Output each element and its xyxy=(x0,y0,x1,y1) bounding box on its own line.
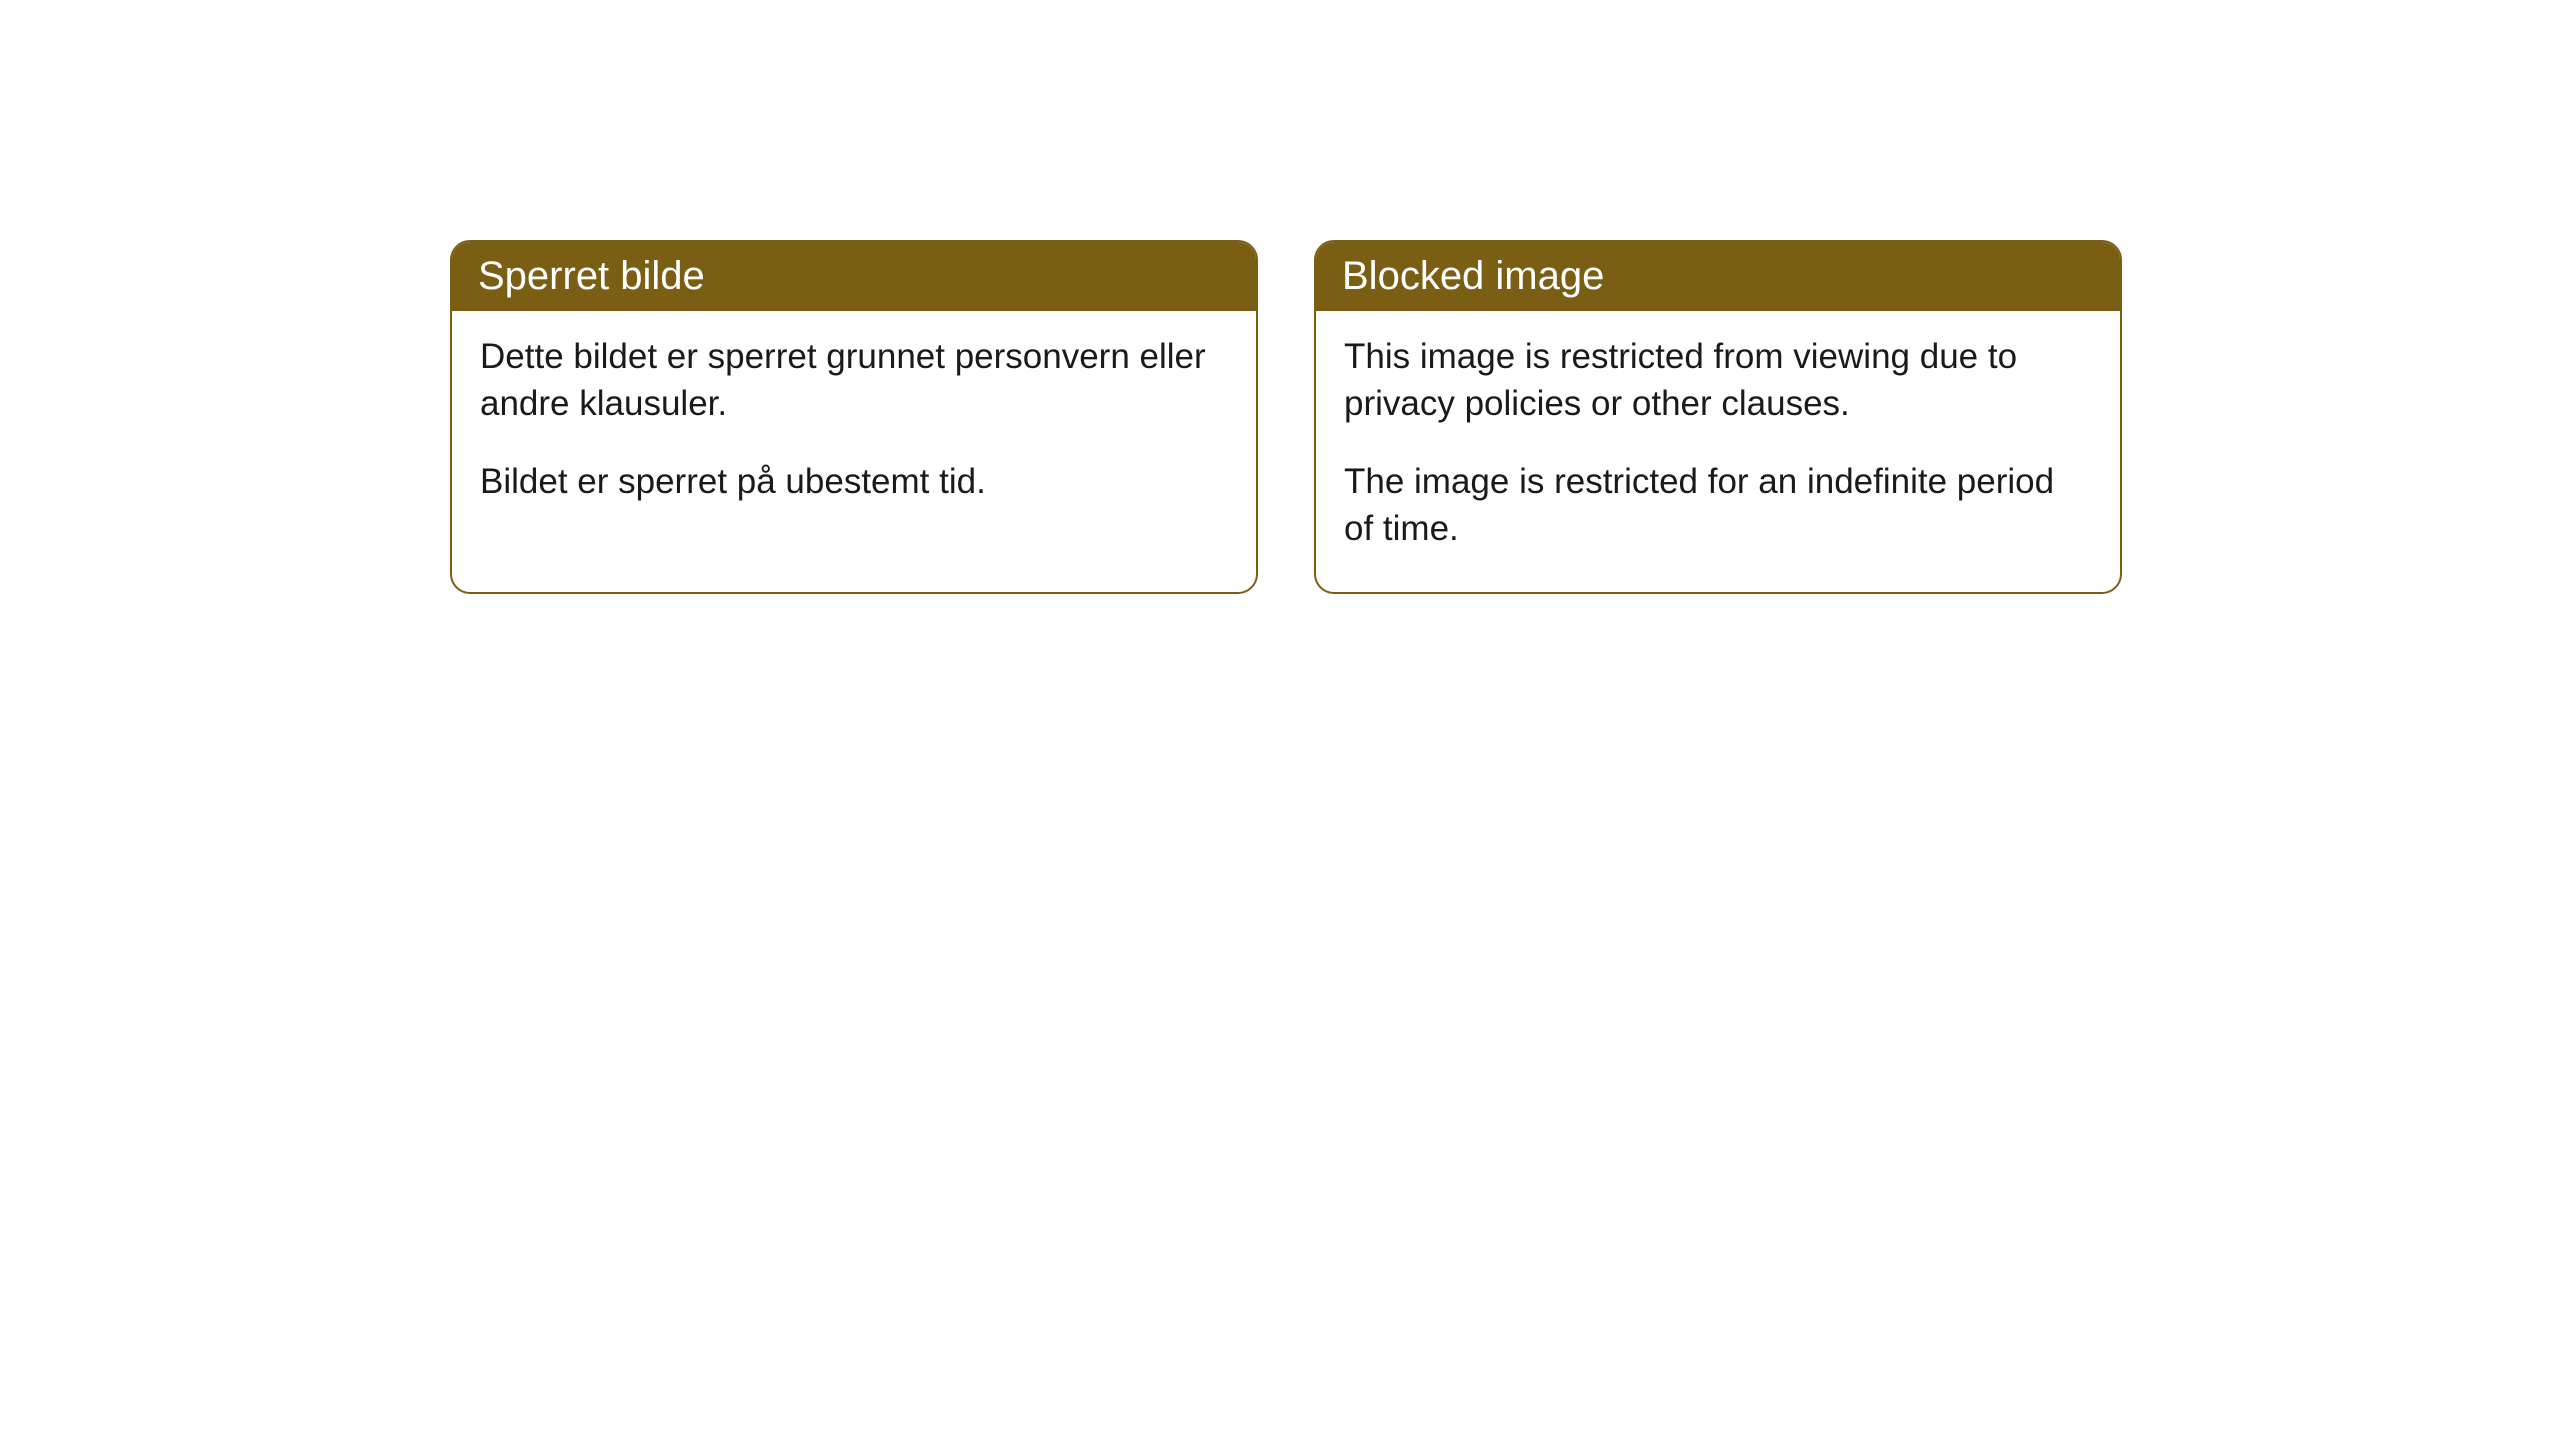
card-paragraph: The image is restricted for an indefinit… xyxy=(1344,458,2092,553)
card-header: Blocked image xyxy=(1316,242,2120,311)
notice-card-english: Blocked image This image is restricted f… xyxy=(1314,240,2122,594)
card-body: Dette bildet er sperret grunnet personve… xyxy=(452,311,1256,592)
card-header: Sperret bilde xyxy=(452,242,1256,311)
card-body: This image is restricted from viewing du… xyxy=(1316,311,2120,592)
notice-card-norwegian: Sperret bilde Dette bildet er sperret gr… xyxy=(450,240,1258,594)
card-paragraph: Bildet er sperret på ubestemt tid. xyxy=(480,458,1228,505)
notice-cards-container: Sperret bilde Dette bildet er sperret gr… xyxy=(0,0,2560,594)
card-paragraph: Dette bildet er sperret grunnet personve… xyxy=(480,333,1228,428)
card-paragraph: This image is restricted from viewing du… xyxy=(1344,333,2092,428)
